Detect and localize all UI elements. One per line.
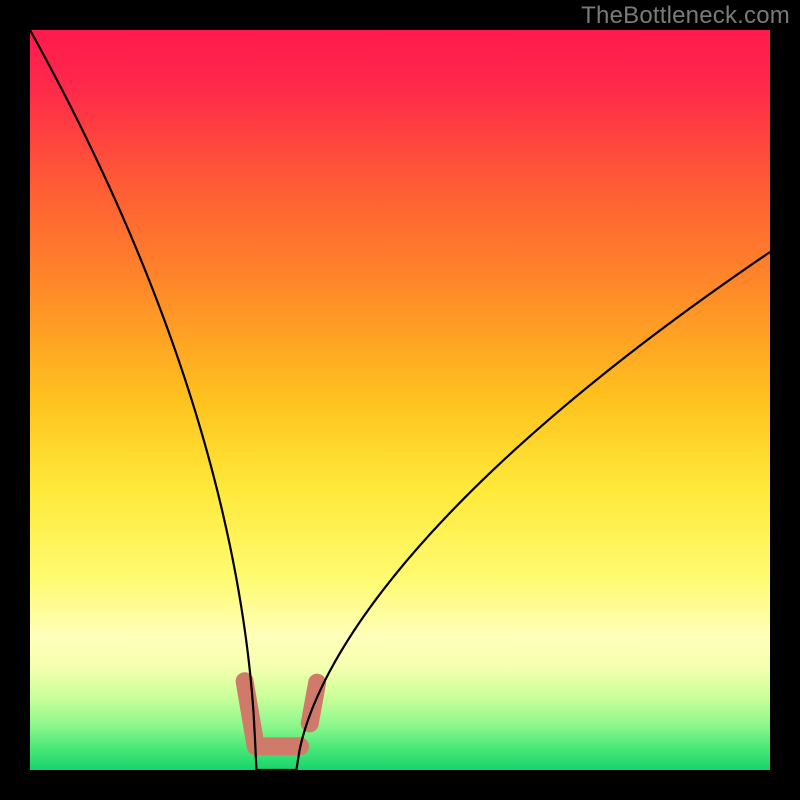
chart-svg xyxy=(0,0,800,800)
gradient-background xyxy=(30,30,770,770)
watermark-text: TheBottleneck.com xyxy=(581,2,790,30)
chart-stage: TheBottleneck.com xyxy=(0,0,800,800)
